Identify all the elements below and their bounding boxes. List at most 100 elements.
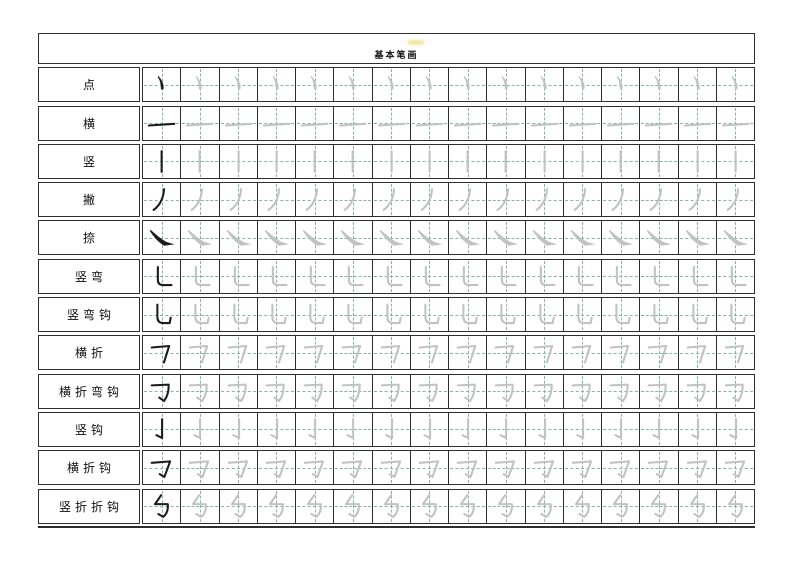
practice-row-shuzhezhegou: 竖折折钩 xyxy=(38,488,755,524)
dian-stroke-icon xyxy=(731,76,738,90)
practice-cell xyxy=(601,68,639,102)
practice-cell xyxy=(295,144,333,178)
practice-row-shugou: 竖钩 xyxy=(38,411,755,447)
shugou-stroke-icon xyxy=(652,418,661,439)
practice-cell xyxy=(409,489,448,523)
practice-cell xyxy=(333,259,371,293)
practice-cell xyxy=(256,489,295,523)
practice-cell xyxy=(562,106,601,140)
practice-cell xyxy=(409,183,448,217)
horizontal-guideline xyxy=(603,467,639,469)
shuwan-stroke-icon xyxy=(577,265,594,286)
model-cell xyxy=(143,260,180,293)
na-stroke-icon xyxy=(149,230,175,247)
shuwan-stroke-icon xyxy=(309,265,326,286)
hengzhewangou-stroke-icon xyxy=(418,383,438,402)
horizontal-guideline xyxy=(450,467,486,469)
practice-cell xyxy=(562,259,601,293)
highlight-mark xyxy=(408,40,424,45)
hengzhegou-stroke-icon xyxy=(227,460,248,479)
pie-stroke-icon xyxy=(688,188,701,212)
practice-cell-strip xyxy=(142,67,755,103)
practice-cell xyxy=(448,144,486,178)
shuwan-stroke-icon xyxy=(195,265,211,286)
practice-cell xyxy=(562,183,601,217)
practice-cell xyxy=(218,259,257,293)
row-label: 竖钩 xyxy=(38,411,140,447)
shugou-stroke-icon xyxy=(461,418,470,439)
horizontal-guideline xyxy=(335,352,371,354)
practice-cell xyxy=(180,336,218,370)
hengzhegou-stroke-icon xyxy=(494,460,516,479)
shu-stroke-icon xyxy=(466,149,469,173)
shuwan-stroke-icon xyxy=(156,265,173,286)
shu-stroke-icon xyxy=(237,149,240,173)
practice-row-shu: 竖 xyxy=(38,143,755,179)
practice-cell xyxy=(601,298,639,332)
hengzhegou-stroke-icon xyxy=(533,460,554,479)
practice-cell xyxy=(256,412,295,446)
pie-stroke-icon xyxy=(420,188,433,212)
shu-stroke-icon xyxy=(313,149,316,173)
shu-stroke-icon xyxy=(504,149,507,173)
practice-cell xyxy=(256,106,295,140)
practice-row-heng: 横 xyxy=(38,105,755,141)
horizontal-guideline xyxy=(182,237,218,239)
horizontal-guideline xyxy=(641,391,677,393)
horizontal-guideline xyxy=(258,237,294,239)
practice-cell xyxy=(180,412,218,446)
na-stroke-icon xyxy=(302,230,328,247)
horizontal-guideline xyxy=(679,391,715,393)
shuzhezhegou-stroke-icon xyxy=(727,493,743,518)
hengzhewangou-stroke-icon xyxy=(341,383,361,402)
hengzhegou-stroke-icon xyxy=(456,460,478,479)
na-stroke-icon xyxy=(608,230,634,247)
practice-cell xyxy=(601,374,639,408)
practice-cell-strip xyxy=(142,488,755,524)
practice-cell xyxy=(448,68,486,102)
horizontal-guideline xyxy=(258,352,294,354)
shuzhezhegou-stroke-icon xyxy=(498,493,514,518)
practice-cell xyxy=(677,259,716,293)
practice-cell xyxy=(256,144,295,178)
practice-cell xyxy=(448,489,486,523)
practice-row-hengzhe: 横折 xyxy=(38,335,755,371)
dian-stroke-icon xyxy=(425,76,432,90)
practice-cell xyxy=(333,489,371,523)
practice-cell xyxy=(256,451,295,485)
hengzhegou-stroke-icon xyxy=(150,460,172,479)
shuzhezhegou-stroke-icon xyxy=(651,493,667,518)
horizontal-guideline xyxy=(144,391,180,393)
practice-cell xyxy=(371,374,410,408)
hengzhewangou-stroke-icon xyxy=(265,383,285,402)
hengzhewangou-stroke-icon xyxy=(571,383,591,402)
pie-stroke-icon xyxy=(649,188,663,212)
practice-cell xyxy=(371,336,410,370)
shugou-stroke-icon xyxy=(384,418,393,439)
shuzhezhegou-stroke-icon xyxy=(536,493,552,518)
horizontal-guideline xyxy=(258,506,294,508)
horizontal-guideline xyxy=(335,391,371,393)
shuzhezhegou-stroke-icon xyxy=(153,493,169,518)
practice-cell xyxy=(448,221,486,255)
shuwan-stroke-icon xyxy=(730,265,747,286)
row-label: 点 xyxy=(38,67,140,103)
shuzhezhegou-stroke-icon xyxy=(192,493,208,518)
heng-stroke-icon xyxy=(530,122,558,127)
practice-cell xyxy=(601,259,639,293)
horizontal-guideline xyxy=(717,391,753,393)
hengzhewangou-stroke-icon xyxy=(380,383,400,402)
practice-rows: 点横竖撇捺竖弯 竖弯钩 横折 横折弯钩 竖钩 横折钩 竖折折钩 xyxy=(38,67,755,524)
practice-cell xyxy=(371,451,410,485)
practice-cell-strip xyxy=(142,105,755,141)
practice-cell xyxy=(218,144,257,178)
practice-cell xyxy=(371,298,410,332)
shu-stroke-icon xyxy=(160,149,163,173)
hengzhewangou-stroke-icon xyxy=(494,383,514,402)
hengzhe-stroke-icon xyxy=(303,345,324,364)
horizontal-guideline xyxy=(220,276,256,278)
horizontal-guideline xyxy=(679,314,715,316)
practice-cell xyxy=(448,183,486,217)
practice-cell xyxy=(601,489,639,523)
practice-cell xyxy=(562,451,601,485)
